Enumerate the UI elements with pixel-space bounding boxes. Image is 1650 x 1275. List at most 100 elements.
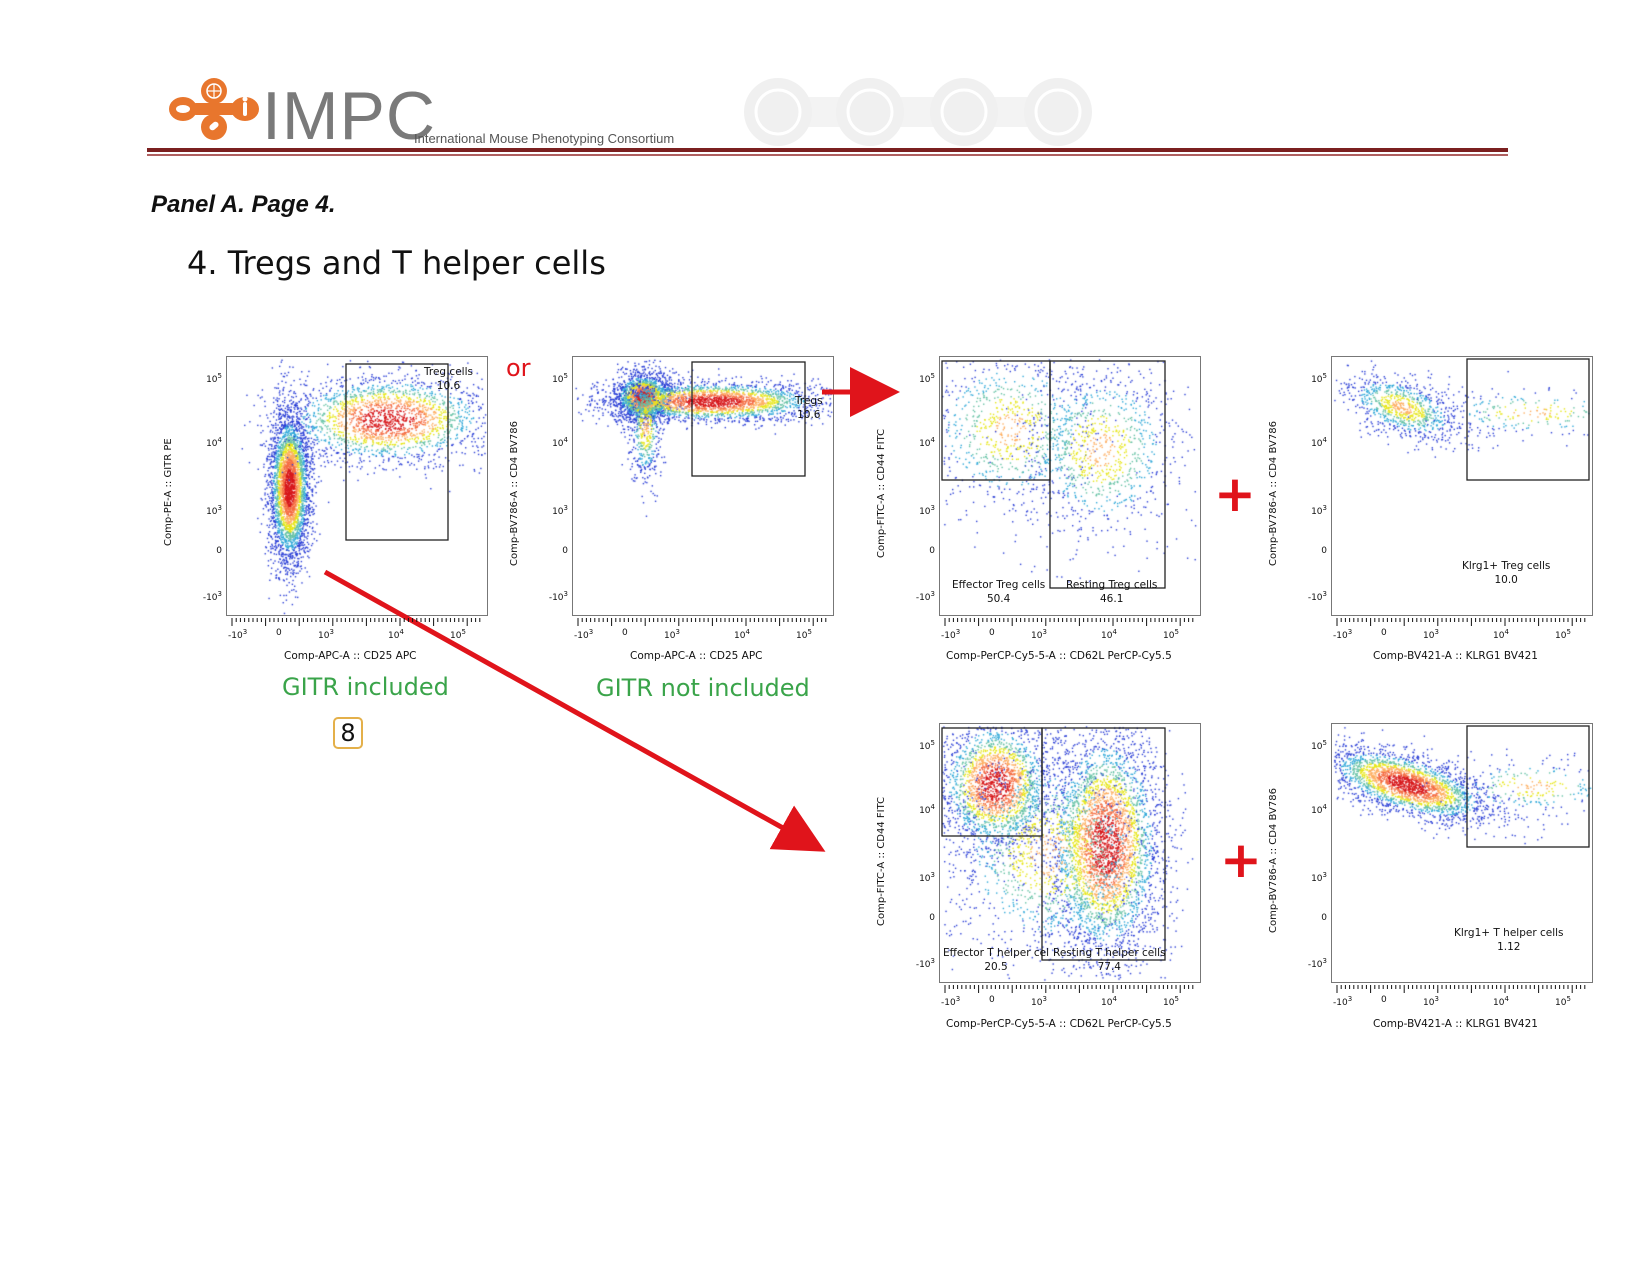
- x-axis-ticks: [944, 618, 1194, 626]
- page-number: 8: [333, 717, 363, 749]
- y-tick-label: 104: [552, 436, 568, 449]
- facs-plot-cd4-cd25: [572, 356, 834, 616]
- gate-label: Klrg1+ T helper cells 1.12: [1454, 927, 1564, 953]
- scatter-density: [940, 724, 1200, 982]
- y-tick-label: 104: [1311, 803, 1327, 816]
- x-axis-label: Comp-PerCP-Cy5-5-A :: CD62L PerCP-Cy5.5: [946, 650, 1172, 662]
- gate-label: Resting T helper cells 77.4: [1053, 947, 1166, 973]
- scatter-density: [940, 357, 1200, 615]
- x-tick-label: 0: [1381, 995, 1387, 1005]
- x-tick-label: 105: [450, 628, 466, 641]
- x-tick-label: 103: [1031, 995, 1047, 1008]
- y-tick-label: 0: [929, 546, 935, 556]
- x-tick-label: 103: [1423, 628, 1439, 641]
- x-tick-label: 103: [1031, 628, 1047, 641]
- x-tick-label: 105: [1555, 995, 1571, 1008]
- x-tick-label: -103: [1333, 995, 1353, 1008]
- x-axis-ticks: [1336, 985, 1586, 993]
- y-tick-label: 103: [206, 504, 222, 517]
- y-tick-label: 103: [552, 504, 568, 517]
- x-tick-label: -103: [228, 628, 248, 641]
- gate-resting-treg: [1049, 360, 1166, 589]
- y-tick-label: 103: [1311, 871, 1327, 884]
- x-tick-label: 0: [622, 628, 628, 638]
- x-tick-label: 0: [276, 628, 282, 638]
- x-tick-label: 105: [796, 628, 812, 641]
- gate-resting-th: [1041, 727, 1166, 961]
- facs-plot-cd4-klrg1-th: [1331, 723, 1593, 983]
- scatter-density: [227, 357, 487, 615]
- y-tick-label: 105: [1311, 372, 1327, 385]
- y-axis-label: Comp-BV786-A :: CD4 BV786: [509, 421, 520, 566]
- x-tick-label: 105: [1163, 995, 1179, 1008]
- x-tick-label: 104: [388, 628, 404, 641]
- x-axis-ticks: [1336, 618, 1586, 626]
- facs-plot-gitr-cd25: [226, 356, 488, 616]
- gate-effector-treg: [941, 360, 1051, 481]
- y-tick-label: 0: [562, 546, 568, 556]
- facs-plot-cd44-cd62l-treg: [939, 356, 1201, 616]
- x-tick-label: 105: [1163, 628, 1179, 641]
- y-tick-label: 0: [216, 546, 222, 556]
- gate-label: Effector Treg cells 50.4: [952, 579, 1046, 605]
- y-tick-label: -103: [548, 590, 568, 603]
- x-tick-label: 104: [1101, 995, 1117, 1008]
- gate-label: Treg cells 10.6: [424, 366, 473, 392]
- header-rule: [147, 148, 1508, 152]
- facs-plot-cd44-cd62l-th: [939, 723, 1201, 983]
- x-tick-label: 0: [989, 995, 995, 1005]
- x-tick-label: 104: [1493, 628, 1509, 641]
- scatter-density: [1332, 357, 1592, 615]
- scatter-density: [573, 357, 833, 615]
- x-tick-label: -103: [1333, 628, 1353, 641]
- y-tick-label: 104: [919, 436, 935, 449]
- y-tick-label: -103: [915, 957, 935, 970]
- y-tick-label: 0: [929, 913, 935, 923]
- x-axis-ticks: [944, 985, 1194, 993]
- y-tick-label: 103: [919, 871, 935, 884]
- x-tick-label: 105: [1555, 628, 1571, 641]
- x-tick-label: -103: [574, 628, 594, 641]
- x-tick-label: 104: [1101, 628, 1117, 641]
- facs-plot-cd4-klrg1-treg: [1331, 356, 1593, 616]
- y-axis-label: Comp-PE-A :: GITR PE: [163, 438, 174, 546]
- gate-klrg1-treg: [1466, 358, 1590, 481]
- x-tick-label: -103: [941, 995, 961, 1008]
- watermark-icons: [744, 78, 1092, 146]
- gate-label: Resting Treg cells 46.1: [1066, 579, 1158, 605]
- y-tick-label: -103: [1307, 957, 1327, 970]
- x-tick-label: 0: [989, 628, 995, 638]
- y-tick-label: 105: [552, 372, 568, 385]
- x-axis-ticks: [577, 618, 827, 626]
- gate-klrg1-th: [1466, 725, 1590, 848]
- y-tick-label: -103: [1307, 590, 1327, 603]
- logo-text: IMPC: [262, 78, 436, 154]
- gate-label: Effector T helper cel 20.5: [943, 947, 1050, 973]
- x-axis-ticks: [231, 618, 481, 626]
- gate-label: Tregs 10.6: [795, 395, 823, 421]
- x-tick-label: -103: [941, 628, 961, 641]
- y-axis-label: Comp-FITC-A :: CD44 FITC: [876, 428, 887, 558]
- arrow-to-th-plot: [323, 569, 826, 852]
- y-tick-label: 105: [919, 372, 935, 385]
- y-tick-label: 103: [919, 504, 935, 517]
- y-tick-label: 0: [1321, 913, 1327, 923]
- y-tick-label: 105: [206, 372, 222, 385]
- x-axis-label: Comp-BV421-A :: KLRG1 BV421: [1373, 1018, 1538, 1030]
- scatter-density: [1332, 724, 1592, 982]
- logo-subtitle: International Mouse Phenotyping Consorti…: [414, 131, 675, 146]
- panel-label: Panel A. Page 4.: [151, 191, 336, 218]
- y-tick-label: 104: [1311, 436, 1327, 449]
- y-tick-label: 104: [206, 436, 222, 449]
- x-tick-label: 0: [1381, 628, 1387, 638]
- y-tick-label: -103: [202, 590, 222, 603]
- gate-treg: [345, 363, 449, 541]
- gate-effector-th: [941, 727, 1043, 837]
- y-tick-label: 0: [1321, 546, 1327, 556]
- x-axis-label: Comp-APC-A :: CD25 APC: [630, 650, 763, 662]
- y-tick-label: 103: [1311, 504, 1327, 517]
- plus-sign: +: [1220, 831, 1262, 889]
- x-tick-label: 104: [734, 628, 750, 641]
- page-title: 4. Tregs and T helper cells: [187, 244, 606, 282]
